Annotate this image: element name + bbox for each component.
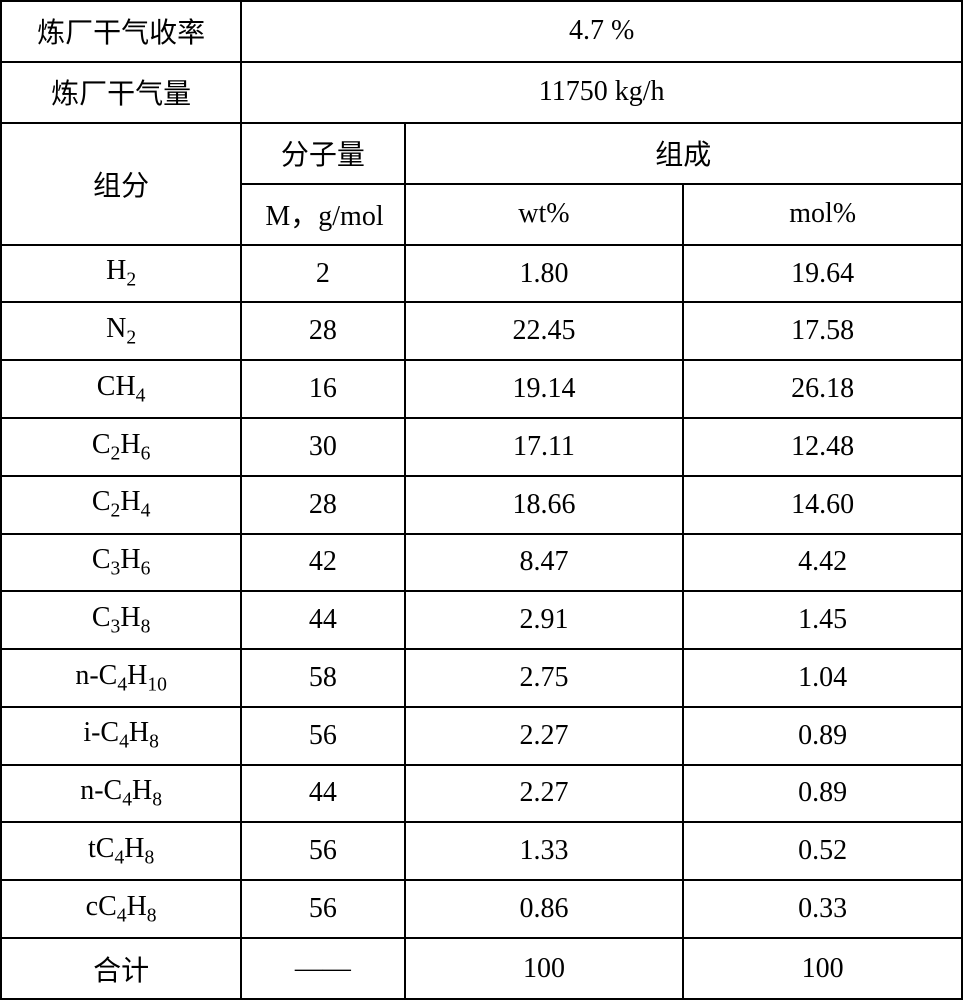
- component-cell: N2: [1, 302, 241, 360]
- yield-value: 4.7 %: [241, 1, 962, 62]
- mw-unit-header: M，g/mol: [241, 184, 404, 245]
- total-wt: 100: [405, 938, 684, 999]
- component-cell: tC4H8: [1, 822, 241, 880]
- table-row: 炼厂干气收率 4.7 %: [1, 1, 962, 62]
- mol-cell: 0.52: [683, 822, 962, 880]
- amount-label: 炼厂干气量: [1, 62, 241, 123]
- wt-cell: 8.47: [405, 534, 684, 592]
- component-cell: cC4H8: [1, 880, 241, 938]
- table-row: 合计 —— 100 100: [1, 938, 962, 999]
- amount-value: 11750 kg/h: [241, 62, 962, 123]
- mol-cell: 14.60: [683, 476, 962, 534]
- table-row: C3H8442.911.45: [1, 591, 962, 649]
- mw-cell: 30: [241, 418, 404, 476]
- mw-cell: 56: [241, 880, 404, 938]
- table-row: H221.8019.64: [1, 245, 962, 303]
- wt-cell: 2.27: [405, 707, 684, 765]
- table-row: n-C4H10582.751.04: [1, 649, 962, 707]
- mol-cell: 26.18: [683, 360, 962, 418]
- mw-cell: 42: [241, 534, 404, 592]
- component-cell: CH4: [1, 360, 241, 418]
- component-cell: n-C4H8: [1, 765, 241, 823]
- table-row: cC4H8560.860.33: [1, 880, 962, 938]
- table-row: N22822.4517.58: [1, 302, 962, 360]
- wt-header: wt%: [405, 184, 684, 245]
- mol-cell: 1.45: [683, 591, 962, 649]
- component-cell: C3H8: [1, 591, 241, 649]
- mol-cell: 19.64: [683, 245, 962, 303]
- wt-cell: 2.91: [405, 591, 684, 649]
- wt-cell: 0.86: [405, 880, 684, 938]
- wt-cell: 1.80: [405, 245, 684, 303]
- mol-cell: 4.42: [683, 534, 962, 592]
- component-cell: C2H6: [1, 418, 241, 476]
- mol-cell: 0.89: [683, 707, 962, 765]
- mw-header: 分子量: [241, 123, 404, 184]
- total-label: 合计: [1, 938, 241, 999]
- yield-label: 炼厂干气收率: [1, 1, 241, 62]
- mol-cell: 0.33: [683, 880, 962, 938]
- wt-cell: 18.66: [405, 476, 684, 534]
- table-row: C2H42818.6614.60: [1, 476, 962, 534]
- wt-cell: 22.45: [405, 302, 684, 360]
- wt-cell: 2.27: [405, 765, 684, 823]
- mw-cell: 58: [241, 649, 404, 707]
- table-row: C2H63017.1112.48: [1, 418, 962, 476]
- component-cell: C3H6: [1, 534, 241, 592]
- table-row: CH41619.1426.18: [1, 360, 962, 418]
- table-row: C3H6428.474.42: [1, 534, 962, 592]
- component-cell: H2: [1, 245, 241, 303]
- component-header: 组分: [1, 123, 241, 245]
- table-row: 炼厂干气量 11750 kg/h: [1, 62, 962, 123]
- table-row: tC4H8561.330.52: [1, 822, 962, 880]
- table-row: 组分 分子量 组成: [1, 123, 962, 184]
- table-row: n-C4H8442.270.89: [1, 765, 962, 823]
- wt-cell: 2.75: [405, 649, 684, 707]
- wt-cell: 19.14: [405, 360, 684, 418]
- mw-cell: 16: [241, 360, 404, 418]
- mw-cell: 2: [241, 245, 404, 303]
- total-mw: ——: [241, 938, 404, 999]
- mol-cell: 17.58: [683, 302, 962, 360]
- wt-cell: 17.11: [405, 418, 684, 476]
- mol-cell: 12.48: [683, 418, 962, 476]
- total-mol: 100: [683, 938, 962, 999]
- mw-cell: 56: [241, 822, 404, 880]
- component-cell: i-C4H8: [1, 707, 241, 765]
- component-cell: n-C4H10: [1, 649, 241, 707]
- mol-cell: 0.89: [683, 765, 962, 823]
- mw-cell: 28: [241, 476, 404, 534]
- mw-cell: 28: [241, 302, 404, 360]
- mw-cell: 44: [241, 591, 404, 649]
- mol-cell: 1.04: [683, 649, 962, 707]
- wt-cell: 1.33: [405, 822, 684, 880]
- mol-header: mol%: [683, 184, 962, 245]
- table-row: i-C4H8562.270.89: [1, 707, 962, 765]
- composition-table: 炼厂干气收率 4.7 % 炼厂干气量 11750 kg/h 组分 分子量 组成 …: [0, 0, 963, 1000]
- component-cell: C2H4: [1, 476, 241, 534]
- composition-header: 组成: [405, 123, 962, 184]
- mw-cell: 56: [241, 707, 404, 765]
- mw-cell: 44: [241, 765, 404, 823]
